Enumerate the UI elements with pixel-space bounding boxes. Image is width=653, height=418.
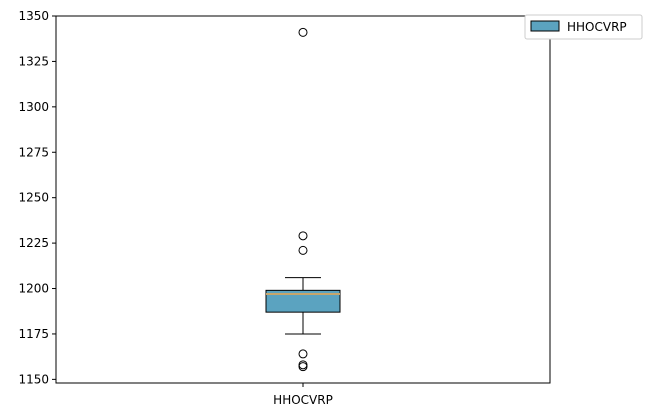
- y-axis: 1150 1175 1200 1225 1250 1275 1300 1325 1350: [18, 9, 56, 386]
- outlier-point: [298, 360, 308, 370]
- outlier-point: [298, 27, 308, 37]
- legend-swatch-hhocvrp: [530, 20, 560, 32]
- x-axis: HHOCVRP: [273, 383, 333, 407]
- y-tick-label: 1350: [18, 9, 49, 23]
- y-tick-label: 1300: [18, 100, 49, 114]
- outlier-point: [298, 245, 308, 255]
- box-group-hhocvrp: [265, 27, 341, 372]
- outlier-point: [298, 231, 308, 241]
- legend-label-hhocvrp: HHOCVRP: [567, 20, 627, 34]
- box-series: [265, 27, 341, 372]
- y-tick-label: 1200: [18, 282, 49, 296]
- iqr-box: [265, 289, 341, 313]
- legend: HHOCVRP: [524, 14, 643, 40]
- y-tick-label: 1325: [18, 54, 49, 68]
- y-tick-label: 1175: [18, 327, 49, 341]
- y-tick-label: 1250: [18, 191, 49, 205]
- y-tick-label: 1225: [18, 236, 49, 250]
- outlier-point: [298, 362, 308, 372]
- x-tick-label: HHOCVRP: [273, 393, 333, 407]
- y-tick-label: 1275: [18, 145, 49, 159]
- outlier-point: [298, 349, 308, 359]
- y-tick-label: 1150: [18, 372, 49, 386]
